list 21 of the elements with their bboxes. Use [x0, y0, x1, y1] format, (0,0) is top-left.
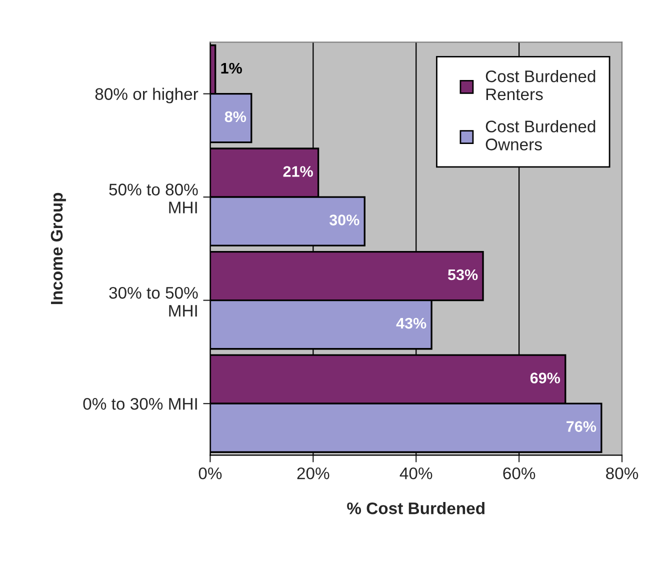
y-tick-label: 0% to 30% MHI [83, 398, 197, 410]
data-label: 8% [224, 111, 246, 122]
x-tick-label: 40% [400, 467, 432, 480]
data-label: 76% [566, 421, 596, 432]
y-tick-label: 80% or higher [95, 88, 198, 104]
x-tick-label: 0% [198, 467, 222, 480]
y-axis-title: Income Group [50, 192, 66, 304]
x-axis-title: % Cost Burdened [347, 502, 484, 514]
legend-label: Cost Burdened Owners [486, 120, 596, 150]
data-label: 69% [530, 372, 560, 384]
data-label: 21% [283, 166, 313, 177]
data-label: 53% [448, 269, 478, 280]
data-label: 43% [396, 318, 426, 329]
legend-label: Cost Burdened Renters [486, 70, 596, 100]
data-label: 30% [329, 214, 360, 226]
x-tick-label: 60% [503, 467, 536, 480]
y-tick-label: 30% to 50% MHI [109, 286, 198, 317]
x-tick-label: 80% [606, 467, 638, 480]
x-tick-label: 20% [297, 467, 330, 480]
data-label: 1% [221, 62, 242, 74]
y-tick-label: 50% to 80% MHI [109, 184, 198, 214]
